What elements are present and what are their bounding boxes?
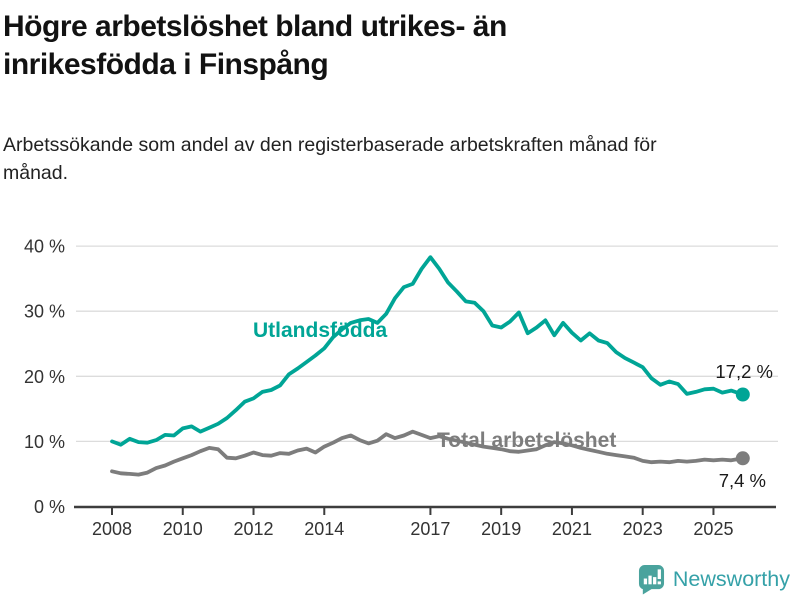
x-tick-label: 2023 <box>623 519 663 539</box>
x-tick-label: 2017 <box>410 519 450 539</box>
y-tick-label: 20 % <box>24 367 65 387</box>
series-line-utlandsfodda <box>110 255 745 447</box>
x-axis <box>74 505 776 515</box>
series-label-utlandsfodda: Utlandsfödda <box>253 319 387 342</box>
x-tick-label: 2010 <box>163 519 203 539</box>
x-tick-label: 2014 <box>304 519 344 539</box>
newsworthy-wordmark: Newsworthy <box>672 566 790 591</box>
x-tick-label: 2012 <box>233 519 273 539</box>
newsworthy-icon <box>638 564 664 594</box>
newsworthy-logo[interactable]: Newsworthy <box>638 562 790 596</box>
page-title: Högre arbetslöshet bland utrikes- än inr… <box>3 10 507 81</box>
end-dots <box>735 387 750 466</box>
end-dot <box>735 451 750 466</box>
gridlines <box>76 245 778 443</box>
y-tick-label: 0 % <box>34 497 65 517</box>
x-tick-label: 2019 <box>481 519 521 539</box>
series-line-total <box>110 429 745 477</box>
end-value-label-utlandsfodda: 17,2 % <box>715 361 773 382</box>
y-tick-label: 30 % <box>24 302 65 322</box>
series-label-total-arbetsloshet: Total arbetslöshet <box>437 429 616 452</box>
x-tick-label: 2008 <box>92 519 132 539</box>
x-tick-label: 2021 <box>552 519 592 539</box>
page-subtitle: Arbetssökande som andel av den registerb… <box>3 134 657 184</box>
end-dot <box>735 387 750 402</box>
y-tick-label: 40 % <box>24 237 65 257</box>
y-tick-label: 10 % <box>24 432 65 452</box>
series-lines <box>110 255 745 477</box>
y-axis-labels: 40 % 30 % 20 % 10 % 0 % <box>24 237 65 517</box>
end-value-label-total: 7,4 % <box>719 470 766 491</box>
x-tick-label: 2025 <box>693 519 733 539</box>
x-axis-labels: 2008 2010 2012 2014 2017 2019 2021 2023 2025 <box>92 519 734 539</box>
